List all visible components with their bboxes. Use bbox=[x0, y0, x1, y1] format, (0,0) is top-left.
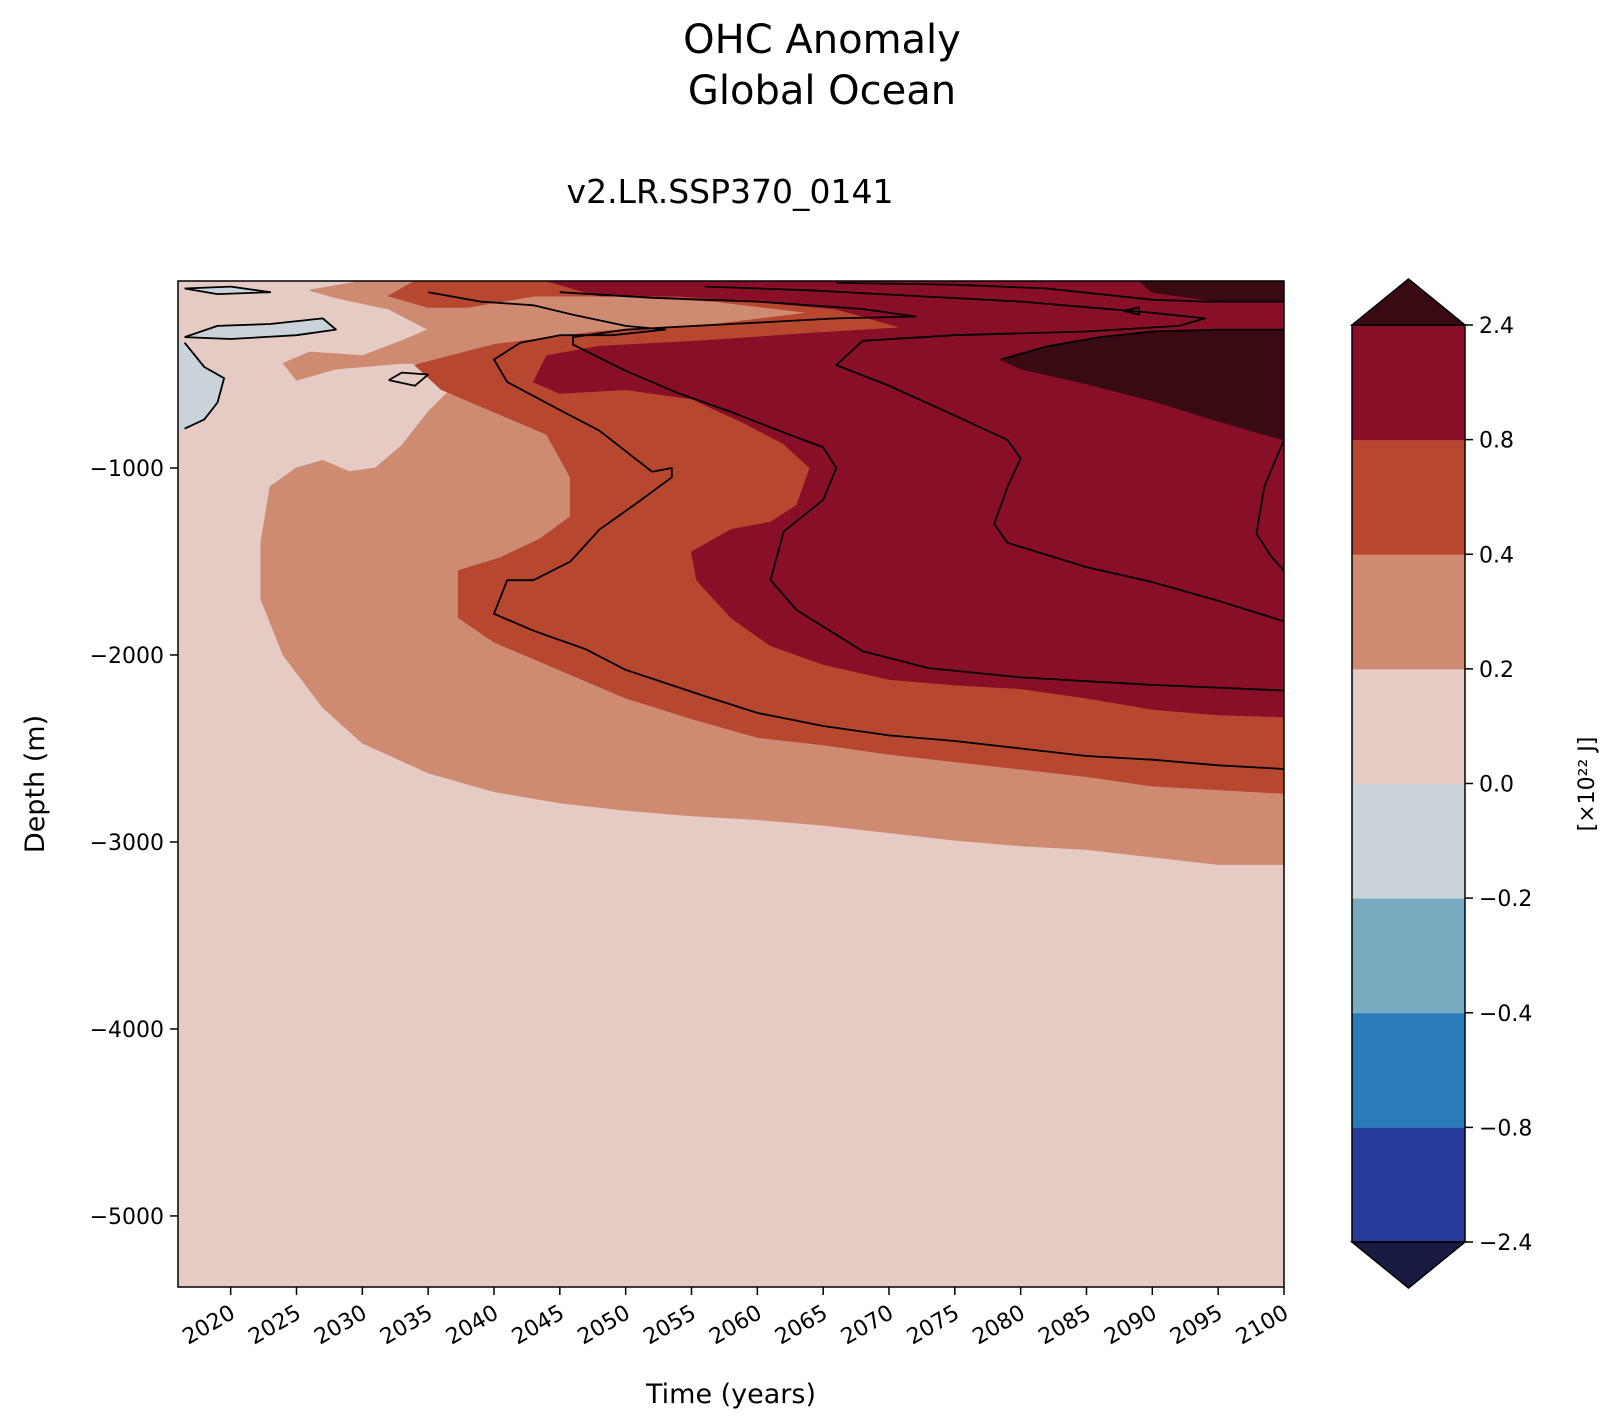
colorbar-label: [×10²² J] bbox=[1575, 737, 1600, 832]
colorbar-tick-label: −0.4 bbox=[1479, 1002, 1532, 1027]
x-tick-label: 2095 bbox=[1166, 1301, 1227, 1351]
colorbar-swatch bbox=[1352, 439, 1465, 555]
contour-line-4 bbox=[428, 291, 1284, 770]
colorbar-tick-label: 0.2 bbox=[1479, 658, 1514, 683]
x-tick-label: 2055 bbox=[640, 1301, 701, 1351]
colorbar-swatch bbox=[1352, 1012, 1465, 1128]
x-tick-label: 2070 bbox=[837, 1301, 898, 1351]
colorbar-tick-label: 0.4 bbox=[1479, 543, 1514, 568]
colorbar-swatch bbox=[1352, 668, 1465, 784]
contour-line-9 bbox=[1000, 328, 1284, 361]
x-tick-label: 2065 bbox=[771, 1301, 832, 1351]
region-3 bbox=[532, 281, 1284, 718]
x-axis-label: Time (years) bbox=[645, 1379, 816, 1410]
contour-line-6 bbox=[704, 285, 1284, 623]
x-tick-label: 2085 bbox=[1035, 1301, 1096, 1351]
contour-line-3 bbox=[388, 371, 430, 387]
x-tick-label: 2080 bbox=[969, 1301, 1030, 1351]
colorbar-swatch bbox=[1352, 783, 1465, 899]
contour-lines bbox=[183, 282, 1284, 770]
x-tick-label: 2020 bbox=[179, 1301, 240, 1351]
colorbar-extend-under bbox=[1349, 1241, 1468, 1289]
contour-line-7 bbox=[836, 282, 1284, 303]
colorbar-swatch bbox=[1352, 325, 1465, 441]
contour-line-8 bbox=[1123, 306, 1141, 316]
x-tick-label: 2040 bbox=[442, 1301, 503, 1351]
figure-title-line2: Global Ocean bbox=[688, 68, 956, 114]
x-tick-label: 2060 bbox=[705, 1301, 766, 1351]
y-tick-label: −4000 bbox=[90, 1018, 164, 1043]
y-tick-label: −2000 bbox=[90, 644, 164, 669]
colorbar-tick-label: 0.8 bbox=[1479, 429, 1514, 454]
x-axis: 2020 2025 2030 2035 2040 2045 2050 2055 2060 2065… bbox=[179, 1287, 1293, 1350]
run-subtitle: v2.LR.SSP370_0141 bbox=[567, 172, 894, 211]
x-tick-label: 2025 bbox=[245, 1301, 306, 1351]
colorbar-tick-label: −0.8 bbox=[1479, 1116, 1532, 1141]
figure-title-line1: OHC Anomaly bbox=[683, 17, 961, 63]
x-tick-label: 2050 bbox=[574, 1301, 635, 1351]
colorbar-tick-label: −0.2 bbox=[1479, 887, 1532, 912]
y-tick-label: −5000 bbox=[90, 1205, 164, 1230]
x-tick-label: 2100 bbox=[1232, 1301, 1293, 1351]
colorbar-tick-label: 2.4 bbox=[1479, 314, 1514, 339]
contour-line-1 bbox=[183, 342, 226, 430]
colorbar-swatch bbox=[1352, 898, 1465, 1014]
x-tick-label: 2030 bbox=[310, 1301, 371, 1351]
plot-frame bbox=[177, 280, 1285, 1288]
colorbar-tick-label: 0.0 bbox=[1479, 773, 1514, 798]
x-tick-label: 2075 bbox=[903, 1301, 964, 1351]
x-tick-label: 2035 bbox=[376, 1301, 437, 1351]
x-tick-label: 2045 bbox=[508, 1301, 569, 1351]
x-tick-label: 2090 bbox=[1100, 1301, 1161, 1351]
contour-line-5 bbox=[559, 291, 1284, 692]
colorbar-swatch bbox=[1352, 1127, 1465, 1243]
colorbar-extend-over bbox=[1349, 278, 1468, 326]
colorbar-tick-label: −2.4 bbox=[1479, 1231, 1532, 1256]
y-tick-label: −3000 bbox=[90, 831, 164, 856]
plot-area bbox=[177, 280, 1285, 1288]
y-axis-label: Depth (m) bbox=[20, 715, 51, 853]
contour-line-0 bbox=[184, 317, 337, 340]
heatmap-regions bbox=[178, 281, 1284, 1287]
contour-line-2 bbox=[184, 285, 272, 296]
colorbar: −2.4 −0.8 −0.4 −0.2 0.0 0.2 0.4 0.8 2.4 bbox=[1349, 278, 1532, 1289]
contour-line-10 bbox=[1255, 439, 1284, 572]
y-axis: −1000 −2000 −3000 −4000 −5000 bbox=[90, 457, 178, 1230]
y-tick-label: −1000 bbox=[90, 457, 164, 482]
colorbar-swatch bbox=[1352, 554, 1465, 670]
